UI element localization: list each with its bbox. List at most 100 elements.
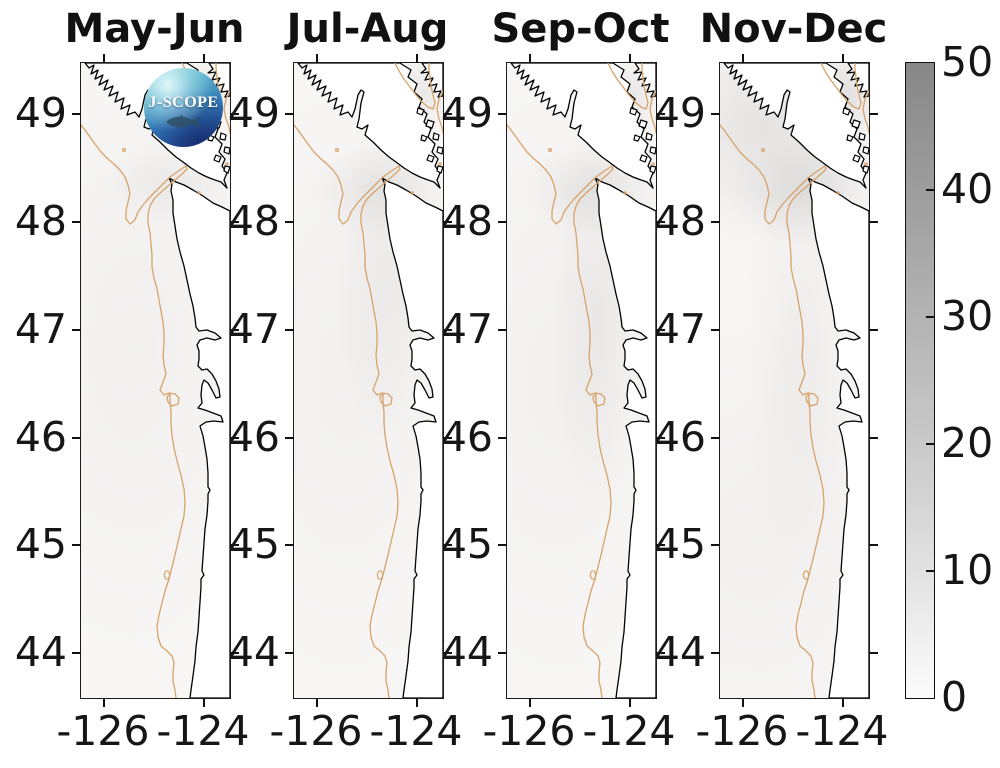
lon-tick-label: -124: [795, 707, 889, 755]
lon-tick-label: -124: [156, 707, 250, 755]
lat-tick-label: 45: [14, 520, 67, 568]
latitude-tick: [230, 113, 239, 115]
coastline-map: [81, 63, 230, 698]
longitude-tick: [742, 698, 744, 707]
latitude-tick: [72, 329, 81, 331]
latitude-tick: [711, 544, 720, 546]
longitude-tick: [529, 698, 531, 707]
latitude-tick: [656, 437, 665, 439]
lat-tick-label: 45: [227, 520, 280, 568]
latitude-tick: [711, 652, 720, 654]
longitude-tick: [842, 54, 844, 63]
lat-tick-label: 49: [440, 89, 493, 137]
panel-title-2: Sep-Oct: [491, 6, 670, 52]
map-panel-2: [498, 54, 665, 707]
latitude-tick: [72, 544, 81, 546]
latitude-tick: [869, 437, 878, 439]
panel-title-1: Jul-Aug: [286, 6, 449, 52]
latitude-tick: [869, 652, 878, 654]
colorbar-tick-label: 0: [941, 673, 968, 721]
latitude-tick: [869, 113, 878, 115]
latitude-tick: [656, 221, 665, 223]
latitude-tick: [285, 113, 294, 115]
colorbar-tick: [926, 189, 934, 191]
colorbar-tick: [926, 443, 934, 445]
lat-tick-label: 49: [14, 89, 67, 137]
colorbar-tick-label: 40: [941, 165, 994, 213]
latitude-tick: [869, 221, 878, 223]
latitude-tick: [443, 329, 452, 331]
lat-tick-label: 44: [653, 628, 706, 676]
lat-tick-label: 46: [440, 413, 493, 461]
longitude-tick: [416, 698, 418, 707]
lat-tick-label: 46: [227, 413, 280, 461]
latitude-tick: [230, 221, 239, 223]
latitude-tick: [711, 113, 720, 115]
lat-tick-label: 47: [14, 305, 67, 353]
map-panel-1: [285, 54, 452, 707]
longitude-tick: [629, 698, 631, 707]
lon-tick-label: -126: [695, 707, 789, 755]
latitude-tick: [230, 652, 239, 654]
latitude-tick: [498, 652, 507, 654]
longitude-tick: [529, 54, 531, 63]
coastline-map: [294, 63, 443, 698]
latitude-tick: [656, 113, 665, 115]
latitude-tick: [498, 221, 507, 223]
lat-tick-label: 48: [440, 197, 493, 245]
lat-tick-label: 44: [14, 628, 67, 676]
latitude-tick: [656, 652, 665, 654]
lat-tick-label: 49: [653, 89, 706, 137]
longitude-tick: [742, 54, 744, 63]
map-panel-0: [72, 54, 239, 707]
lat-tick-label: 45: [440, 520, 493, 568]
fish-icon: [166, 114, 200, 128]
longitude-tick: [842, 698, 844, 707]
panel-title-3: Nov-Dec: [699, 6, 888, 52]
jscope-logo: J-SCOPE: [144, 68, 223, 147]
lon-tick-label: -126: [269, 707, 363, 755]
longitude-tick: [416, 54, 418, 63]
lon-tick-label: -124: [582, 707, 676, 755]
colorbar-tick: [926, 316, 934, 318]
lat-tick-label: 47: [227, 305, 280, 353]
latitude-tick: [72, 113, 81, 115]
latitude-tick: [230, 329, 239, 331]
latitude-tick: [711, 221, 720, 223]
longitude-tick: [316, 54, 318, 63]
latitude-tick: [498, 544, 507, 546]
latitude-tick: [230, 544, 239, 546]
coastline-map: [720, 63, 869, 698]
longitude-tick: [316, 698, 318, 707]
latitude-tick: [443, 221, 452, 223]
latitude-tick: [869, 544, 878, 546]
latitude-tick: [230, 437, 239, 439]
latitude-tick: [285, 329, 294, 331]
latitude-tick: [498, 437, 507, 439]
lon-tick-label: -126: [482, 707, 576, 755]
latitude-tick: [711, 437, 720, 439]
latitude-tick: [498, 329, 507, 331]
colorbar-tick-label: 20: [941, 419, 994, 467]
lat-tick-label: 44: [227, 628, 280, 676]
longitude-tick: [203, 54, 205, 63]
latitude-tick: [285, 544, 294, 546]
latitude-tick: [656, 329, 665, 331]
jscope-logo-text: J-SCOPE: [148, 94, 219, 111]
latitude-tick: [443, 437, 452, 439]
longitude-tick: [103, 54, 105, 63]
lon-tick-label: -126: [56, 707, 150, 755]
latitude-tick: [656, 544, 665, 546]
colorbar-tick-label: 10: [941, 546, 994, 594]
lat-tick-label: 48: [14, 197, 67, 245]
longitude-tick: [103, 698, 105, 707]
lat-tick-label: 48: [653, 197, 706, 245]
coastline-map: [507, 63, 656, 698]
lat-tick-label: 46: [653, 413, 706, 461]
latitude-tick: [285, 437, 294, 439]
colorbar-tick-label: 50: [941, 38, 994, 86]
lat-tick-label: 47: [440, 305, 493, 353]
latitude-tick: [285, 652, 294, 654]
lat-tick-label: 48: [227, 197, 280, 245]
